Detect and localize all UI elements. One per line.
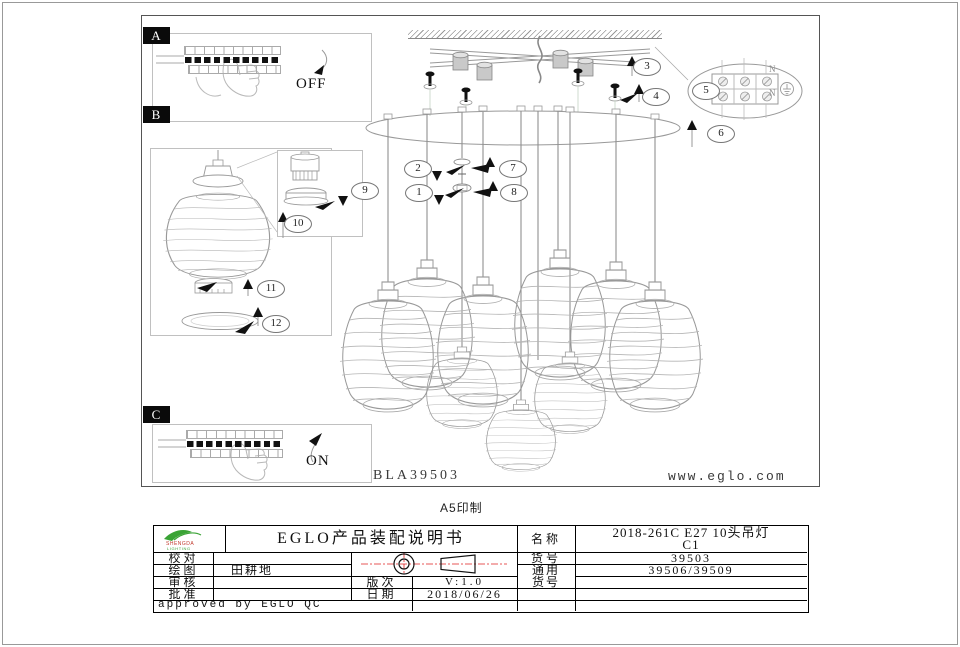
right-empty-value <box>575 588 807 601</box>
callout-4: 4 <box>642 88 670 106</box>
common-item-value: 39506/39509 <box>575 564 807 577</box>
ground-icon <box>780 82 794 96</box>
version-value: V:1.0 <box>412 576 518 589</box>
section-a-switch-diagram <box>156 49 328 97</box>
off-label: OFF <box>296 76 327 92</box>
suspension-rods <box>387 111 656 400</box>
section-a-box <box>152 33 372 122</box>
callout-3: 3 <box>633 58 661 76</box>
row-review-value <box>213 576 352 589</box>
date-label: 日期 <box>351 588 413 601</box>
callout-8: 8 <box>500 184 528 202</box>
title-block: SHENGDA LIGHTING EGLO产品装配说明书 校对 绘图 田耕地 审… <box>153 525 809 613</box>
approved-row-empty <box>412 600 518 611</box>
section-c-label: C <box>143 406 170 423</box>
row-draw-label: 绘图 <box>154 564 214 577</box>
ceiling-bracket <box>423 35 689 116</box>
callout-arrows <box>197 56 697 334</box>
callout-10: 10 <box>284 215 312 233</box>
on-label: ON <box>306 453 330 469</box>
approved-note: approved by EGLO QC <box>154 600 413 611</box>
item-value: 39503 <box>575 552 807 565</box>
callout-6: 6 <box>707 125 735 143</box>
terminal-n-bottom: N <box>769 88 776 98</box>
switch-strip-c <box>186 430 283 458</box>
section-c-switch-diagram <box>158 433 322 481</box>
callout-7: 7 <box>499 160 527 178</box>
section-b-box <box>150 148 332 336</box>
website: www.eglo.com <box>668 469 786 484</box>
projection-symbol <box>361 553 507 575</box>
canopy <box>365 105 681 146</box>
logo-cell: SHENGDA LIGHTING <box>154 526 226 553</box>
svg-text:SHENGDA: SHENGDA <box>166 541 194 547</box>
callout-11: 11 <box>257 280 285 298</box>
item-label: 货号 <box>517 552 576 565</box>
right-empty-label <box>517 588 576 601</box>
name-value-line2: C1 <box>682 537 700 552</box>
right-bottom-right <box>575 600 807 611</box>
name-label: 名称 <box>517 526 576 553</box>
projection-symbol-cell <box>351 552 518 577</box>
title-block-title: EGLO产品装配说明书 <box>225 526 518 553</box>
section-b-label: B <box>143 106 170 123</box>
common-item-empty-row <box>575 576 807 589</box>
rod-connector-parts <box>452 158 472 193</box>
common-item-label-line1: 通用 <box>531 564 560 577</box>
callout-9: 9 <box>351 182 379 200</box>
row-review-label: 审核 <box>154 576 214 589</box>
callout-12: 12 <box>262 315 290 333</box>
spacer-cylinders <box>452 49 594 81</box>
ceiling-hatch <box>408 30 662 39</box>
row-approve-label: 批准 <box>154 588 214 601</box>
row-approve-value <box>213 588 352 601</box>
terminal-n-top: N <box>769 64 776 74</box>
drawing-code: BLA39503 <box>373 468 460 483</box>
common-item-label: 通用 货号 <box>517 564 576 589</box>
common-item-label-line2: 货号 <box>531 575 560 589</box>
section-a-label: A <box>143 27 170 44</box>
shengda-logo: SHENGDA LIGHTING <box>164 530 202 551</box>
name-value: 2018-261C E27 10头吊灯 C1 <box>575 526 807 553</box>
section-b-exploded-shade <box>162 150 278 330</box>
print-note: A5印制 <box>440 501 483 515</box>
row-check-value <box>213 552 352 565</box>
name-value-line1: 2018-261C E27 10头吊灯 <box>612 526 770 540</box>
row-draw-value: 田耕地 <box>213 564 352 577</box>
section-c-box <box>152 424 372 483</box>
row-check-label: 校对 <box>154 552 214 565</box>
terminal-block-detail <box>687 58 803 120</box>
lamp-holder-detail <box>283 151 329 206</box>
right-bottom-left <box>517 600 576 611</box>
switch-strip-a <box>184 46 281 74</box>
drawing-frame <box>141 15 820 487</box>
callout-5: 5 <box>692 82 720 100</box>
mains-wire <box>536 35 543 84</box>
version-label: 版次 <box>351 576 413 589</box>
callout-1: 1 <box>405 184 433 202</box>
date-value: 2018/06/26 <box>412 588 518 601</box>
svg-text:LIGHTING: LIGHTING <box>167 546 191 551</box>
callout-2: 2 <box>404 160 432 178</box>
